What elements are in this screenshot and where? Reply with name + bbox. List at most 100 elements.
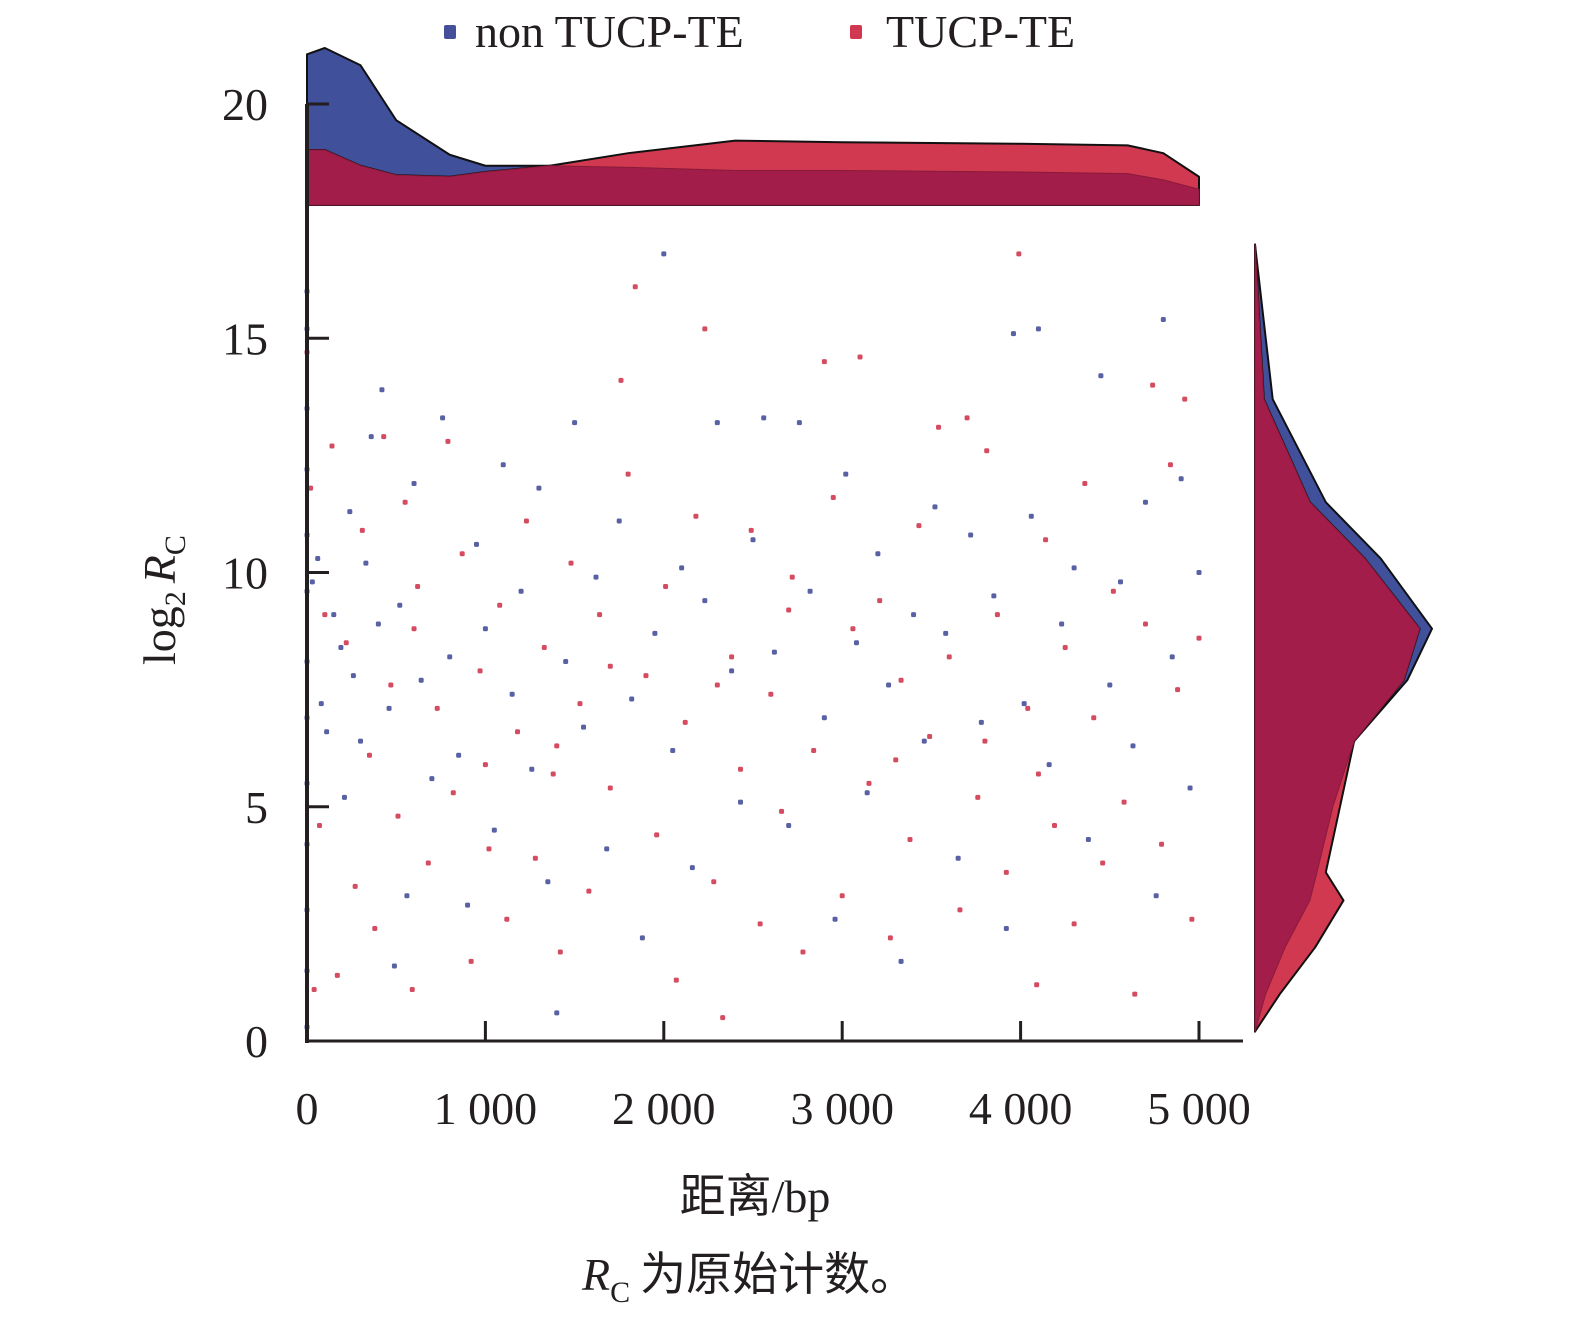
point-tucp-te [402,499,408,505]
point-tucp-te [388,682,394,688]
point-tucp-te [714,682,720,688]
point-tucp-te [720,1015,726,1021]
point-tucp-te [786,607,792,613]
point-tucp-te [308,485,314,491]
point-non-tucp-te [315,555,321,561]
point-tucp-te [450,790,456,796]
point-tucp-te [789,574,795,580]
point-non-tucp-te [886,682,892,688]
point-non-tucp-te [1118,579,1124,585]
legend-swatch-tucp-te [850,25,862,39]
point-non-tucp-te [1035,326,1041,332]
point-non-tucp-te [1107,682,1113,688]
point-tucp-te [434,705,440,711]
point-non-tucp-te [554,1010,560,1016]
point-non-tucp-te [761,415,767,421]
point-tucp-te [477,668,483,674]
point-tucp-te [568,560,574,566]
point-tucp-te [482,762,488,768]
point-non-tucp-te [1142,499,1148,505]
point-non-tucp-te [679,565,685,571]
y-tick-label: 0 [245,1016,268,1067]
point-non-tucp-te [338,644,344,650]
point-tucp-te [523,518,529,524]
point-non-tucp-te [1098,373,1104,379]
point-tucp-te [532,855,538,861]
y-tick-label: 15 [222,313,268,364]
right-density-overlap [1254,244,1421,1032]
point-non-tucp-te [379,387,385,393]
point-non-tucp-te [853,640,859,646]
point-non-tucp-te [616,518,622,524]
point-non-tucp-te [375,621,381,627]
point-tucp-te [632,284,638,290]
point-non-tucp-te [1059,621,1065,627]
point-tucp-te [607,785,613,791]
point-tucp-te [445,438,451,444]
x-tick-label: 1 000 [434,1083,538,1134]
y-axis-title: log2RC [134,535,192,665]
y-tick-label: 10 [222,548,268,599]
point-non-tucp-te [1130,743,1136,749]
point-tucp-te [316,822,322,828]
point-tucp-te [1167,462,1173,468]
point-tucp-te [748,527,754,533]
top-density-overlap [306,149,1200,206]
point-tucp-te [468,958,474,964]
point-tucp-te [597,612,603,618]
legend: non TUCP-TE TUCP-TE [444,6,1075,57]
point-tucp-te [1062,644,1068,650]
point-tucp-te [1003,869,1009,875]
point-tucp-te [1110,588,1116,594]
point-non-tucp-te [324,729,330,735]
point-tucp-te [866,780,872,786]
point-non-tucp-te [943,630,949,636]
point-tucp-te [381,434,387,440]
point-non-tucp-te [1187,785,1193,791]
point-non-tucp-te [563,659,569,665]
point-non-tucp-te [1196,570,1202,575]
point-non-tucp-te [1178,476,1184,482]
point-tucp-te [586,888,592,894]
point-tucp-te [811,748,817,754]
point-tucp-te [994,612,1000,618]
point-non-tucp-te [593,574,599,580]
point-tucp-te [1189,916,1195,922]
point-non-tucp-te [491,827,497,833]
point-non-tucp-te [309,579,315,585]
point-tucp-te [946,654,952,660]
point-non-tucp-te [652,630,658,636]
point-tucp-te [1035,771,1041,777]
point-non-tucp-te [482,626,488,632]
point-non-tucp-te [689,865,695,871]
point-tucp-te [643,673,649,679]
point-tucp-te [329,443,335,449]
point-tucp-te [877,598,883,604]
point-non-tucp-te [418,677,424,683]
point-tucp-te [557,949,563,955]
point-tucp-te [1091,715,1097,721]
legend-label-non-tucp-te: non TUCP-TE [475,6,744,57]
point-non-tucp-te [347,509,353,515]
point-tucp-te [1034,982,1040,988]
point-tucp-te [577,701,583,707]
point-tucp-te [916,523,922,529]
point-non-tucp-te [363,560,369,566]
point-tucp-te [1025,705,1031,711]
point-non-tucp-te [1010,331,1016,337]
point-tucp-te [618,377,624,383]
point-tucp-te [711,879,717,885]
point-tucp-te [830,495,836,501]
point-non-tucp-te [391,963,397,969]
point-tucp-te [893,757,899,763]
point-non-tucp-te [465,902,471,908]
point-non-tucp-te [702,598,708,604]
point-non-tucp-te [898,958,904,964]
point-non-tucp-te [341,794,347,800]
point-non-tucp-te [807,588,813,594]
point-tucp-te [693,513,699,519]
x-tick-label: 2 000 [612,1083,716,1134]
point-tucp-te [415,584,421,590]
point-tucp-te [654,832,660,838]
point-tucp-te [425,860,431,866]
